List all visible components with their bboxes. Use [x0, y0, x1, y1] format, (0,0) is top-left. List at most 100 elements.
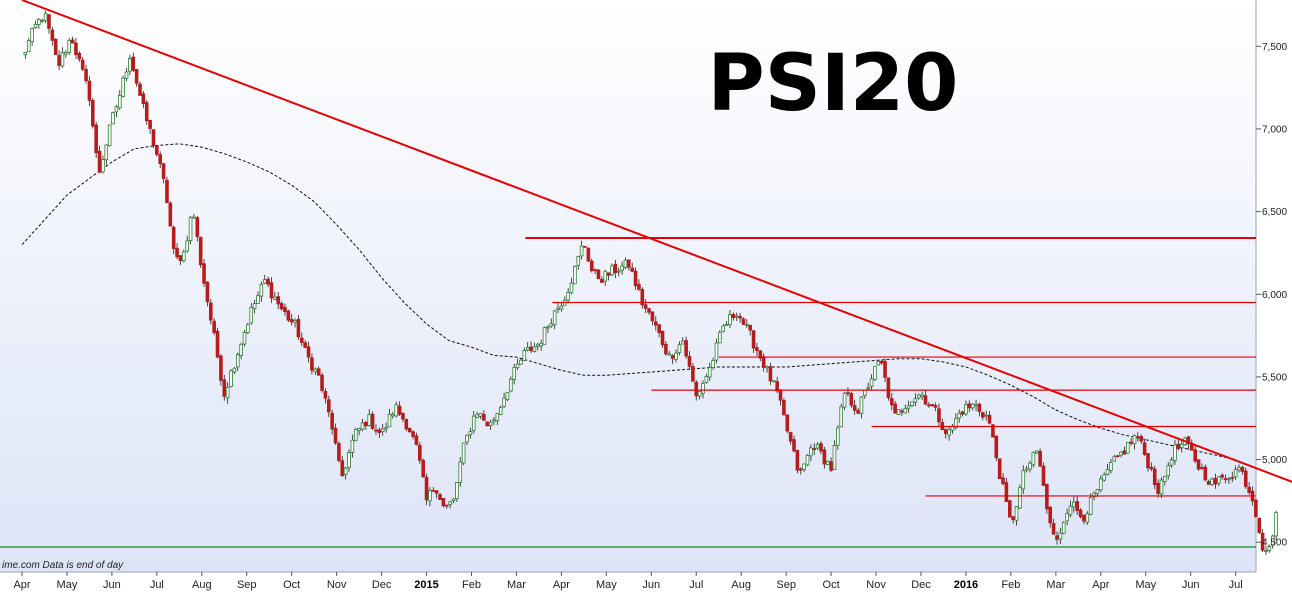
y-axis-ticks: 4,500 5,000 5,500 6,000 6,500 7,000 7,500 [1256, 42, 1287, 549]
candle-body [802, 463, 806, 470]
x-tick-label: Sep [776, 579, 796, 591]
candle-body [94, 124, 98, 154]
candle-body [718, 332, 722, 344]
candle-body [498, 407, 503, 415]
candle-body [900, 410, 904, 413]
candle-body [418, 444, 422, 461]
candle-body [906, 405, 911, 409]
candle-body [239, 343, 243, 356]
candle-body [468, 431, 473, 436]
candle-body [640, 289, 645, 306]
candle-body [987, 414, 992, 424]
candle-body [424, 476, 429, 501]
candle-body [1109, 462, 1113, 471]
candle-body [863, 389, 867, 396]
y-tick-label: 6,500 [1262, 207, 1287, 218]
candle-body [529, 346, 533, 352]
candle-body [954, 418, 958, 429]
candle-body [208, 302, 213, 321]
candle-body [411, 431, 415, 437]
candle-body [829, 461, 833, 471]
candle-body [353, 428, 358, 442]
x-tick-label: Oct [283, 579, 300, 591]
candle-body [340, 460, 345, 477]
candle-body [714, 342, 719, 361]
candle-body [991, 424, 995, 438]
candle-body [866, 387, 870, 390]
candle-body [788, 432, 793, 442]
candle-body [711, 360, 715, 368]
candle-body [74, 42, 78, 56]
candle-body [1021, 470, 1026, 490]
candle-body [303, 342, 307, 348]
candle-body [674, 352, 678, 360]
candle-body [1223, 478, 1228, 480]
candle-body [431, 490, 436, 492]
candle-body [262, 279, 267, 284]
candle-body [80, 59, 85, 70]
candle-body [937, 408, 941, 423]
candle-body [630, 267, 634, 272]
x-tick-label: Nov [866, 579, 886, 591]
candle-body [1132, 435, 1137, 444]
candle-body [23, 51, 28, 56]
candle-body [1152, 468, 1157, 486]
candle-body [728, 314, 732, 326]
candle-body [320, 374, 324, 391]
candle-body [43, 12, 48, 22]
candle-body [819, 443, 823, 452]
candle-body [657, 324, 661, 334]
candle-body [650, 311, 655, 322]
candle-body [448, 501, 452, 505]
candle-body [893, 403, 897, 414]
candle-body [404, 419, 409, 430]
descending-trendline [21, 0, 1292, 483]
candle-body [70, 39, 75, 44]
candle-body [1038, 450, 1042, 467]
candle-body [485, 421, 490, 427]
candle-body [1041, 465, 1046, 486]
candle-body [451, 498, 456, 501]
candle-body [219, 355, 223, 381]
candle-body [1274, 512, 1278, 537]
candle-body [1203, 466, 1208, 481]
candle-body [1267, 546, 1272, 552]
candle-body [741, 318, 746, 325]
moving-average-line [21, 143, 1236, 461]
candle-body [1061, 521, 1066, 534]
candle-body [1156, 482, 1160, 494]
candle-body [852, 405, 857, 411]
candle-body [330, 412, 334, 430]
candle-body [107, 124, 112, 147]
candle-body [542, 327, 547, 345]
candle-body [515, 363, 520, 369]
candle-body [795, 449, 800, 471]
candle-body [1240, 466, 1245, 472]
candle-body [1088, 497, 1093, 515]
candle-body [428, 490, 432, 502]
candle-body [337, 443, 341, 461]
candle-body [64, 51, 68, 55]
candle-body [158, 154, 163, 165]
candle-body [525, 346, 530, 351]
x-axis-ticks: Apr May Jun Jul Aug Sep Oct Nov Dec 2015 Feb Mar Apr… [13, 572, 1243, 591]
candle-body [1264, 550, 1268, 552]
y-tick-label: 5,000 [1262, 455, 1287, 466]
y-tick-label: 5,500 [1262, 372, 1287, 383]
candle-body [495, 413, 500, 422]
candle-body [721, 325, 726, 332]
candle-body [664, 343, 668, 355]
candle-body [994, 435, 999, 459]
candle-body [326, 399, 331, 413]
candle-body [40, 19, 45, 22]
candle-body [573, 265, 577, 285]
candle-body [782, 399, 786, 416]
candle-body [249, 306, 254, 324]
candle-body [161, 163, 166, 179]
candle-body [471, 415, 476, 432]
candle-body [1092, 492, 1096, 498]
candle-body [117, 95, 122, 109]
y-tick-label: 6,000 [1262, 290, 1287, 301]
candle-body [745, 323, 749, 326]
